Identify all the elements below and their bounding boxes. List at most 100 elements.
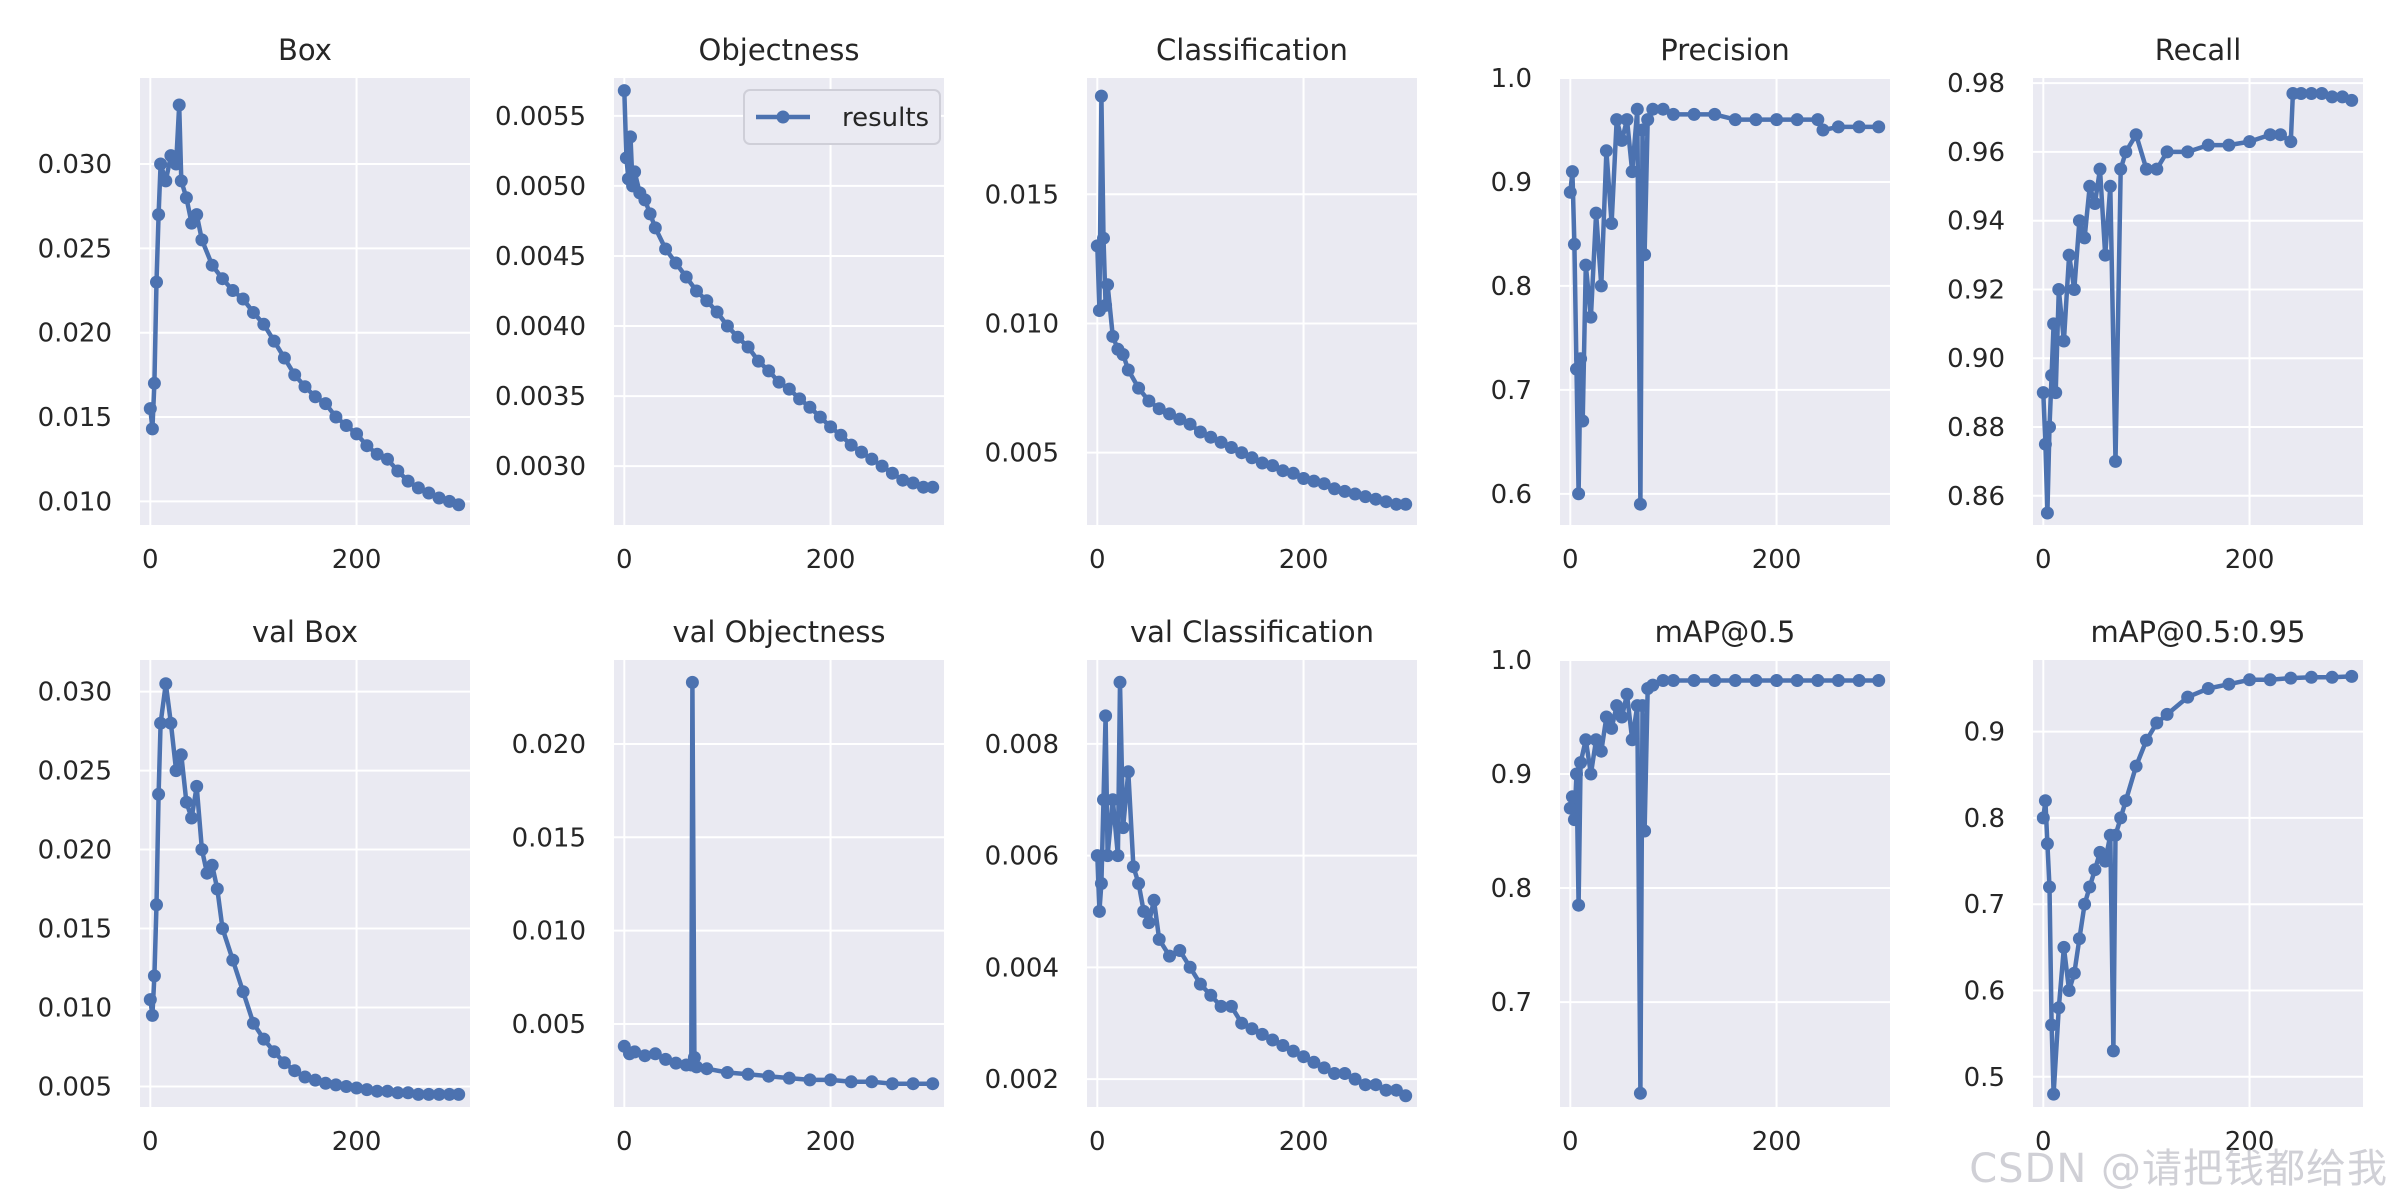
data-point (2201, 138, 2215, 152)
data-point (1092, 904, 1106, 918)
data-point (1137, 904, 1151, 918)
data-point (1152, 932, 1166, 946)
data-point (1872, 674, 1886, 687)
data-point (1574, 352, 1588, 366)
data-point (1297, 472, 1311, 485)
data-point (1358, 490, 1372, 504)
data-point (782, 382, 796, 396)
data-point (1646, 678, 1660, 692)
data-point (2304, 87, 2318, 100)
y-tick-label: 1.0 (1491, 64, 1532, 94)
data-point (1286, 466, 1300, 480)
data-point (2052, 1001, 2066, 1015)
data-point (216, 272, 229, 286)
subplot-title: val Classification (1130, 615, 1374, 649)
plot-area (2033, 660, 2363, 1107)
data-point (1790, 113, 1804, 127)
data-point (865, 452, 879, 466)
data-point (339, 419, 353, 432)
data-point (1708, 674, 1722, 687)
data-point (1770, 674, 1784, 687)
data-point (1666, 107, 1680, 121)
subplot-title: Box (278, 33, 332, 67)
data-point (1173, 944, 1187, 957)
y-tick-label: 0.010 (38, 993, 112, 1023)
data-point (2036, 386, 2050, 400)
data-point (896, 473, 910, 487)
y-tick-label: 0.0045 (495, 242, 586, 272)
data-point (1097, 231, 1110, 245)
data-point (350, 427, 364, 441)
data-point (1094, 89, 1108, 103)
data-point (1749, 674, 1763, 687)
data-point (1142, 394, 1156, 408)
data-point (145, 1008, 159, 1022)
data-point (2098, 248, 2112, 262)
data-point (2047, 317, 2061, 331)
data-point (628, 165, 642, 179)
data-point (906, 476, 920, 490)
y-tick-label: 0.015 (38, 915, 112, 945)
data-point (1594, 279, 1608, 293)
data-point (1214, 435, 1228, 449)
data-point (1235, 1016, 1249, 1030)
subplot-title: Recall (2155, 33, 2242, 67)
x-tick-label: 0 (1562, 1127, 1579, 1157)
data-point (648, 1047, 662, 1061)
data-point (1245, 451, 1259, 465)
data-point (844, 1075, 858, 1089)
y-tick-label: 0.86 (1947, 482, 2005, 512)
y-tick-label: 0.010 (985, 309, 1059, 339)
data-point (720, 1066, 734, 1079)
data-point (1348, 487, 1362, 501)
data-point (319, 397, 333, 411)
data-point (679, 270, 693, 284)
data-point (1111, 849, 1125, 863)
data-point (257, 1032, 271, 1046)
subplot: val Classification 0 200 0.002 0.004 0.006 0.0… (985, 615, 1417, 1157)
data-point (2062, 984, 2076, 997)
data-point (391, 464, 405, 478)
data-point (1615, 710, 1629, 724)
data-point (1811, 674, 1825, 687)
data-point (2325, 670, 2339, 684)
x-tick-label: 200 (2225, 1127, 2275, 1157)
subplot: val Objectness 0 200 0.005 0.010 0.015 0.020 (512, 615, 944, 1157)
data-point (803, 1073, 817, 1087)
y-tick-label: 0.030 (38, 150, 112, 180)
data-point (432, 491, 446, 505)
data-point (152, 787, 166, 801)
data-point (1852, 674, 1866, 687)
data-point (1224, 999, 1238, 1013)
data-point (1245, 1022, 1259, 1036)
data-point (1605, 721, 1619, 735)
data-point (1572, 487, 1586, 501)
data-point (381, 1084, 394, 1098)
data-point (298, 380, 312, 394)
data-point (185, 811, 199, 825)
data-point (762, 364, 776, 378)
data-point (1636, 699, 1649, 713)
data-point (1831, 120, 1845, 134)
data-point (2036, 811, 2050, 825)
data-point (2072, 214, 2086, 228)
data-point (143, 993, 157, 1007)
data-point (360, 439, 374, 453)
data-point (834, 428, 848, 442)
data-point (2062, 248, 2076, 262)
data-point (391, 1086, 405, 1100)
data-point (2045, 368, 2059, 382)
data-point (442, 1087, 456, 1101)
data-point (700, 1062, 714, 1076)
data-point (793, 392, 807, 406)
data-point (659, 1052, 673, 1066)
data-point (150, 275, 163, 289)
data-point (2129, 128, 2143, 142)
data-point (1563, 801, 1577, 815)
data-point (1094, 877, 1108, 890)
subplot: Objectness 0 200 0.0030 0.0035 0.0040 0.0045 0.… (495, 33, 944, 575)
data-point (350, 1081, 364, 1095)
data-point (1317, 477, 1331, 491)
data-point (2067, 966, 2081, 980)
data-point (1589, 733, 1603, 747)
